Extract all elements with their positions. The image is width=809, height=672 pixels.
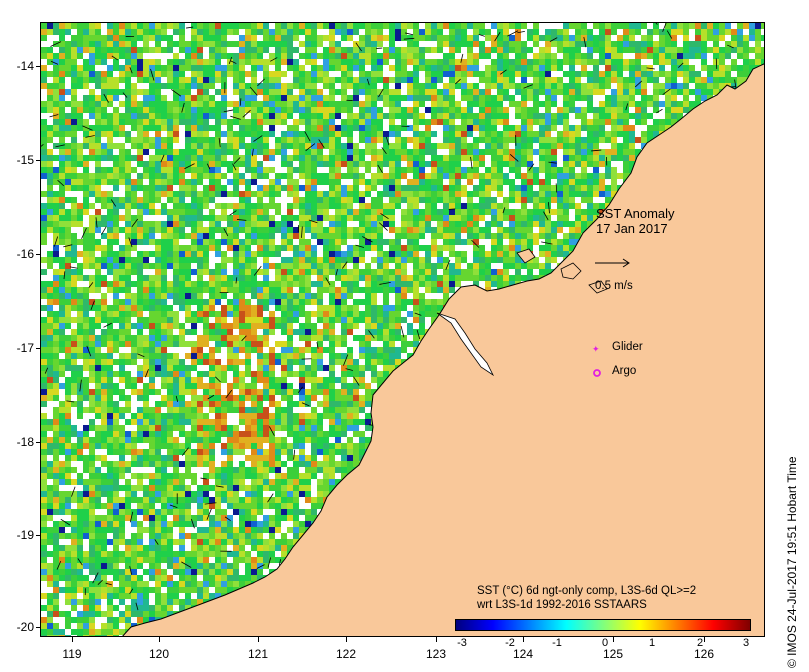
colorbar-tick-label: 0: [601, 637, 609, 649]
colorbar-tick-label: -2: [505, 637, 515, 649]
lon-tick-mark: [613, 637, 614, 642]
lon-tick-mark: [436, 637, 437, 642]
lat-tick-mark: [36, 535, 40, 536]
vector-scale-label: 0.5 m/s: [595, 280, 633, 292]
description-line-1: SST (°C) 6d ngt-only comp, L3S-6d QL>=2: [477, 585, 697, 597]
sst-anomaly-map: ✦: [40, 22, 765, 637]
map-title: SST Anomaly: [596, 206, 675, 221]
lon-tick-mark: [258, 637, 259, 642]
lat-tick-label: -15: [16, 153, 34, 167]
lat-tick-mark: [36, 348, 40, 349]
lon-tick-label: 119: [62, 647, 82, 661]
lon-tick-label: 123: [425, 647, 447, 661]
lon-tick-label: 122: [335, 647, 357, 661]
colorbar-tick-label: 3: [742, 637, 750, 649]
map-date: 17 Jan 2017: [596, 221, 668, 236]
legend-markers: ✦: [592, 344, 601, 377]
lon-tick-label: 125: [602, 647, 624, 661]
lat-tick-mark: [36, 160, 40, 161]
lon-tick-mark: [72, 637, 73, 642]
lat-tick-label: -16: [16, 247, 34, 261]
argo-marker: [593, 369, 601, 377]
lon-tick-mark: [346, 637, 347, 642]
lat-tick-mark: [36, 254, 40, 255]
colorbar-tick-label: -3: [457, 637, 467, 649]
colorbar-tick-label: 1: [648, 637, 656, 649]
inlet-islands: [516, 248, 608, 294]
map-canvas: ✦: [41, 23, 764, 636]
glider-marker: ✦: [592, 344, 600, 354]
lon-tick-label: 126: [693, 647, 715, 661]
lon-tick-mark: [159, 637, 160, 642]
vector-scale-arrow: [595, 258, 630, 268]
lon-tick-label: 121: [247, 647, 269, 661]
land-mass: [122, 63, 764, 636]
lon-tick-mark: [523, 637, 524, 642]
lat-tick-mark: [36, 627, 40, 628]
colorbar: [455, 619, 751, 631]
lat-tick-mark: [36, 66, 40, 67]
lat-tick-label: -18: [16, 435, 34, 449]
lat-tick-label: -20: [16, 620, 34, 634]
lat-tick-label: -14: [16, 59, 34, 73]
bay-inlet: [436, 312, 495, 377]
description-line-2: wrt L3S-1d 1992-2016 SSTAARS: [477, 599, 647, 611]
glider-legend-label: Glider: [612, 341, 643, 353]
lon-tick-label: 124: [512, 647, 534, 661]
credit-text: © IMOS 24-Jul-2017 19:51 Hobart Time: [785, 456, 799, 668]
argo-legend-label: Argo: [612, 365, 637, 377]
lon-tick-mark: [704, 637, 705, 642]
lat-tick-label: -19: [16, 528, 34, 542]
lon-tick-label: 120: [148, 647, 170, 661]
colorbar-tick-label: -1: [552, 637, 562, 649]
lat-tick-mark: [36, 442, 40, 443]
lat-tick-label: -17: [16, 341, 34, 355]
colorbar-tick-label: 2: [696, 637, 704, 649]
